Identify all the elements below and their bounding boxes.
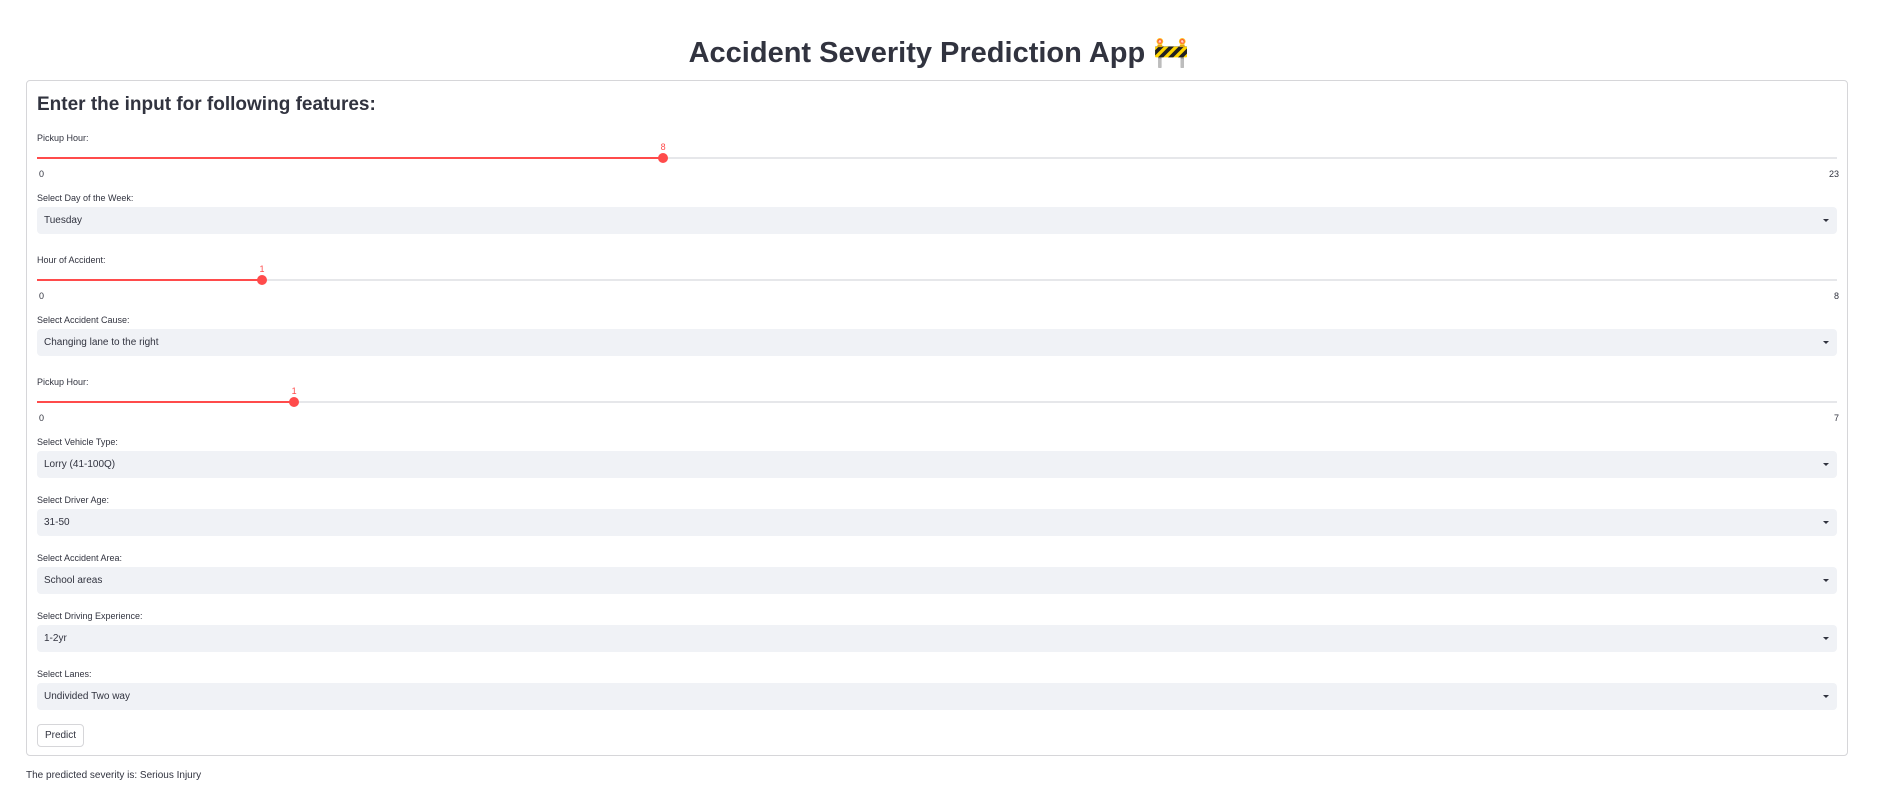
page-title: Accident Severity Prediction App 🚧	[688, 37, 1190, 69]
vehicle-type-select[interactable]: Lorry (41-100Q)	[37, 451, 1837, 478]
slider-max: 8	[1833, 291, 1839, 301]
accident-area-select[interactable]: School areas	[37, 567, 1837, 594]
select-value: Undivided Two way	[44, 691, 130, 702]
slider-fill	[37, 157, 664, 159]
slider-max: 7	[1833, 413, 1839, 423]
field-label: Hour of Accident:	[37, 255, 106, 265]
slider-min: 0	[39, 169, 45, 179]
chevron-down-icon	[1823, 219, 1829, 222]
field-label: Select Driving Experience:	[37, 611, 143, 621]
driver-age-select[interactable]: 31-50	[37, 509, 1837, 536]
day-of-week-select[interactable]: Tuesday	[37, 207, 1837, 234]
hour-of-accident-slider-field: Hour of Accident: 1 0 8	[37, 254, 1839, 301]
slider-thumb[interactable]	[289, 397, 300, 407]
field-label: Select Lanes:	[37, 669, 92, 679]
pickup-hour-slider-field: Pickup Hour: 8 0 23	[37, 132, 1839, 179]
pickup-hour-2-slider-field: Pickup Hour: 1 0 7	[37, 376, 1839, 423]
lanes-select[interactable]: Undivided Two way	[37, 683, 1837, 710]
slider-thumb[interactable]	[658, 153, 669, 163]
vehicle-type-select-field: Select Vehicle Type: Lorry (41-100Q)	[37, 436, 1837, 480]
field-label: Pickup Hour:	[37, 133, 89, 143]
chevron-down-icon	[1823, 341, 1829, 344]
chevron-down-icon	[1823, 521, 1829, 524]
driver-age-select-field: Select Driver Age: 31-50	[37, 494, 1837, 538]
driving-experience-select-field: Select Driving Experience: 1-2yr	[37, 610, 1837, 654]
slider-track[interactable]: 8	[37, 142, 1837, 163]
chevron-down-icon	[1823, 579, 1829, 582]
predict-button[interactable]: Predict	[37, 724, 84, 747]
field-label: Select Driver Age:	[37, 495, 110, 505]
driving-experience-select[interactable]: 1-2yr	[37, 625, 1837, 652]
select-value: Tuesday	[44, 215, 82, 226]
day-of-week-select-field: Select Day of the Week: Tuesday	[37, 192, 1837, 236]
accident-cause-select[interactable]: Changing lane to the right	[37, 329, 1837, 356]
field-label: Select Day of the Week:	[37, 193, 134, 203]
select-value: School areas	[44, 575, 103, 586]
slider-fill	[37, 279, 262, 281]
field-label: Select Accident Area:	[37, 553, 123, 563]
field-label: Select Accident Cause:	[37, 315, 130, 325]
form-heading: Enter the input for following features:	[37, 94, 376, 115]
slider-min: 0	[39, 413, 45, 423]
select-value: Changing lane to the right	[44, 337, 159, 348]
accident-area-select-field: Select Accident Area: School areas	[37, 552, 1837, 596]
select-value: 1-2yr	[44, 633, 67, 644]
chevron-down-icon	[1823, 463, 1829, 466]
select-value: Lorry (41-100Q)	[44, 459, 116, 470]
accident-cause-select-field: Select Accident Cause: Changing lane to …	[37, 314, 1837, 358]
slider-value: 1	[259, 264, 265, 274]
slider-track[interactable]: 1	[37, 386, 1837, 407]
chevron-down-icon	[1823, 695, 1829, 698]
prediction-result: The predicted severity is: Serious Injur…	[26, 770, 202, 781]
slider-value: 8	[660, 142, 666, 152]
field-label: Pickup Hour:	[37, 377, 89, 387]
slider-max: 23	[1828, 169, 1839, 179]
chevron-down-icon	[1823, 637, 1829, 640]
slider-thumb[interactable]	[257, 275, 267, 285]
slider-min: 0	[39, 291, 45, 301]
select-value: 31-50	[44, 517, 70, 528]
lanes-select-field: Select Lanes: Undivided Two way	[37, 668, 1837, 712]
slider-value: 1	[291, 386, 297, 396]
field-label: Select Vehicle Type:	[37, 437, 118, 447]
slider-track[interactable]: 1	[37, 264, 1837, 285]
input-form: Enter the input for following features: …	[26, 80, 1848, 756]
slider-fill	[37, 401, 295, 403]
